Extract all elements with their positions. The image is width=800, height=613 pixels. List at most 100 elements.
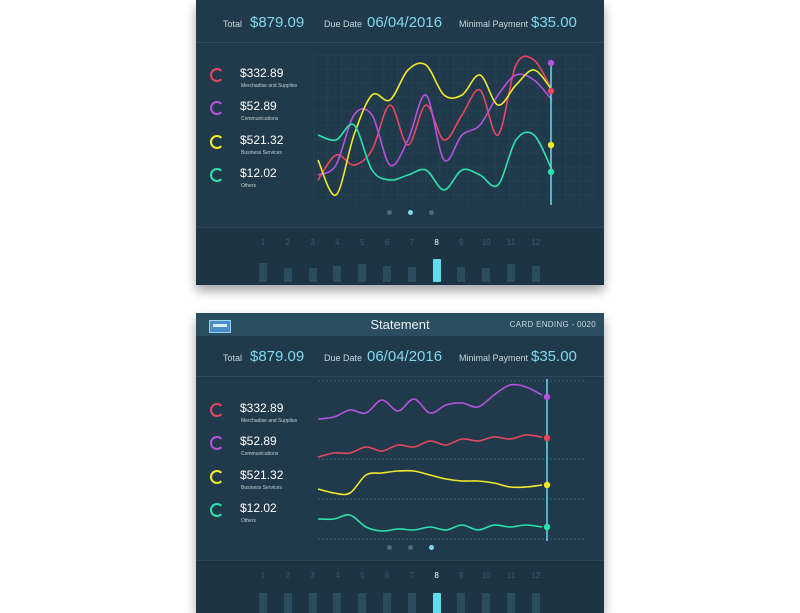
cursor-dot	[547, 168, 555, 176]
month-bar	[308, 268, 317, 282]
category-name: Communications	[241, 116, 279, 122]
month-item[interactable]: 2	[278, 571, 298, 613]
month-item[interactable]: 4	[327, 238, 347, 285]
month-item[interactable]: 7	[402, 238, 422, 285]
total-label: Total	[223, 353, 243, 363]
month-label: 6	[384, 571, 390, 580]
violet-ring-icon	[210, 436, 224, 450]
month-item[interactable]: 1	[253, 571, 273, 613]
page-dot[interactable]	[387, 210, 392, 215]
month-label: 3	[310, 571, 315, 580]
month-label: 6	[384, 238, 390, 247]
title-bar: Statement CARD ENDING - 0020	[196, 313, 604, 336]
month-selector: 1 2 3 4 5 6 7 8 9 10 11 12	[196, 227, 604, 285]
pink-ring-icon	[210, 68, 224, 82]
month-label: 11	[506, 571, 516, 580]
month-item[interactable]: 12	[526, 571, 546, 613]
category-name: Business Services	[241, 485, 282, 491]
category-name: Merchadise and Supplies	[241, 418, 298, 424]
minimal-payment-value: $35.00	[531, 14, 577, 31]
month-item[interactable]: 8	[427, 571, 447, 613]
cursor-dot	[547, 59, 555, 67]
category-trend-chart	[317, 379, 584, 541]
month-label: 12	[531, 238, 541, 247]
month-selector: 1 2 3 4 5 6 7 8 9 10 11 12	[196, 560, 604, 613]
month-bar	[407, 593, 416, 613]
month-item[interactable]: 4	[327, 571, 347, 613]
page-dot[interactable]	[429, 210, 434, 215]
month-item[interactable]: 3	[303, 571, 323, 613]
month-item[interactable]: 9	[451, 571, 471, 613]
green-ring-icon	[210, 503, 224, 517]
month-item[interactable]: 7	[402, 571, 422, 613]
month-bar	[358, 593, 367, 613]
month-bar	[407, 267, 416, 282]
month-label: 5	[359, 238, 365, 247]
month-item[interactable]: 12	[526, 238, 546, 285]
month-bar	[259, 593, 267, 613]
month-label: 10	[481, 238, 491, 247]
month-item[interactable]: 8	[427, 238, 447, 285]
month-item[interactable]: 2	[278, 238, 298, 285]
month-item[interactable]: 3	[303, 238, 323, 285]
month-item[interactable]: 6	[377, 571, 397, 613]
total-value: $879.09	[250, 14, 305, 31]
violet-ring-icon	[210, 101, 224, 115]
cursor-dot	[543, 393, 551, 401]
category-amount: $521.32	[240, 468, 284, 482]
category-amount: $521.32	[240, 133, 284, 147]
month-item[interactable]: 1	[253, 238, 273, 285]
month-label: 3	[310, 238, 315, 247]
month-item[interactable]: 11	[501, 571, 521, 613]
summary-bar: Total $879.09 Due Date 06/04/2016 Minima…	[196, 2, 604, 43]
series-line	[317, 62, 553, 196]
amex-card-icon	[209, 320, 231, 333]
month-label: 2	[285, 238, 291, 247]
month-bar	[333, 266, 342, 282]
page-indicator[interactable]	[387, 545, 447, 551]
page-indicator[interactable]	[387, 210, 447, 216]
month-bar	[457, 267, 466, 282]
series-line	[317, 383, 543, 420]
yellow-ring-icon	[210, 135, 224, 149]
month-item[interactable]: 10	[476, 571, 496, 613]
month-item[interactable]: 6	[377, 238, 397, 285]
category-name: Others	[241, 183, 257, 189]
category-amount: $12.02	[240, 501, 277, 515]
month-item[interactable]: 11	[501, 238, 521, 285]
series-line	[317, 434, 543, 458]
month-bar	[283, 268, 292, 282]
month-bar	[507, 593, 515, 613]
page-dot[interactable]	[387, 545, 392, 550]
month-bar	[283, 593, 292, 613]
series-line	[317, 73, 553, 176]
cursor-dot	[547, 141, 555, 149]
month-label: 9	[459, 571, 464, 580]
month-bar	[482, 268, 491, 282]
month-item[interactable]: 5	[352, 571, 372, 613]
due-date-label: Due Date	[324, 353, 363, 363]
month-item[interactable]: 5	[352, 238, 372, 285]
month-item[interactable]: 9	[451, 238, 471, 285]
month-bar	[507, 264, 515, 282]
series-line	[317, 123, 553, 191]
minimal-payment-label: Minimal Payment	[459, 353, 529, 363]
month-bar	[333, 593, 342, 613]
month-bar	[383, 266, 391, 282]
total-label: Total	[223, 19, 243, 29]
month-bar	[482, 593, 491, 613]
yellow-ring-icon	[210, 470, 224, 484]
month-bar	[531, 266, 540, 282]
category-amount: $52.89	[240, 434, 277, 448]
category-amount: $12.02	[240, 166, 277, 180]
month-label: 4	[335, 238, 340, 247]
month-item[interactable]: 10	[476, 238, 496, 285]
page-dot[interactable]	[408, 545, 413, 550]
page-dot[interactable]	[429, 545, 434, 550]
green-ring-icon	[210, 168, 224, 182]
month-label: 2	[285, 571, 291, 580]
category-name: Others	[241, 518, 257, 524]
page-dot[interactable]	[408, 210, 413, 215]
month-label: 7	[409, 238, 415, 247]
statement-panel-combined: Total $879.09 Due Date 06/04/2016 Minima…	[196, 0, 604, 285]
